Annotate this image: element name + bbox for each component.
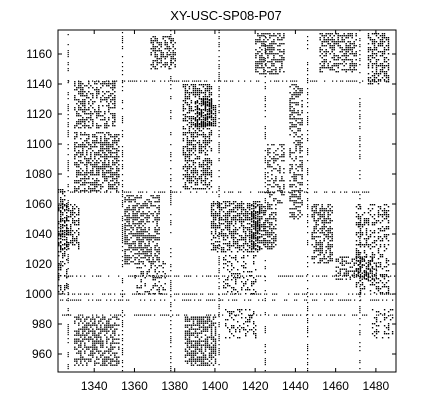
x-tick-label: 1420 [242, 379, 269, 393]
recurrence-block [74, 81, 116, 129]
recurrence-block [289, 84, 303, 220]
recurrence-line [359, 30, 361, 370]
recurrence-block [355, 204, 390, 294]
chart-title: XY-USC-SP08-P07 [170, 8, 282, 23]
recurrence-block [251, 204, 277, 250]
x-tick-label: 1480 [363, 379, 390, 393]
y-axis: 960 980 1000 1020 1040 1060 1080 1100 1120 1140 11… [25, 47, 396, 361]
x-tick-label: 1440 [282, 379, 309, 393]
recurrence-block [267, 144, 285, 204]
recurrence-line [121, 32, 124, 372]
x-axis: 1340 1360 1380 1400 1420 1440 1460 1480 [81, 30, 390, 393]
recurrence-block [134, 261, 166, 295]
recurrence-block [225, 309, 257, 339]
recurrence-block [311, 204, 333, 264]
recurrence-block [255, 33, 285, 75]
y-tick-label: 980 [32, 317, 52, 331]
y-tick-label: 960 [32, 347, 52, 361]
x-tick-label: 1380 [161, 379, 188, 393]
recurrence-block [210, 201, 261, 253]
recurrence-block [319, 33, 357, 73]
recurrence-line [68, 80, 388, 82]
x-tick-label: 1400 [202, 379, 229, 393]
y-tick-label: 1120 [26, 107, 52, 121]
recurrence-line [264, 36, 266, 372]
recurrence-block [371, 309, 394, 339]
recurrence-line [60, 299, 394, 301]
recurrence-block [74, 316, 120, 366]
recurrence-block [182, 84, 213, 190]
recurrence-line [60, 293, 394, 295]
y-tick-label: 1020 [25, 257, 52, 271]
y-tick-label: 1080 [25, 167, 52, 181]
axes-frame [57, 29, 397, 373]
recurrence-block [58, 189, 68, 295]
recurrence-line [58, 191, 370, 193]
recurrence-block [223, 255, 257, 295]
x-tick-label: 1460 [322, 379, 349, 393]
recurrence-line [307, 36, 309, 372]
recurrence-block [124, 195, 160, 265]
recurrence-line [67, 34, 69, 370]
recurrence-line [218, 30, 220, 366]
y-tick-label: 1140 [26, 77, 52, 91]
y-tick-label: 1160 [26, 47, 52, 61]
recurrence-block [335, 256, 377, 280]
y-tick-label: 1040 [25, 227, 52, 241]
recurrence-block [74, 132, 120, 192]
recurrence-block [150, 36, 176, 70]
recurrence-block [367, 33, 390, 85]
recurrence-line [170, 30, 172, 372]
recurrence-line [62, 314, 394, 316]
x-tick-label: 1360 [121, 379, 148, 393]
recurrence-block [194, 99, 217, 127]
y-tick-label: 1060 [25, 197, 52, 211]
plot-marks [58, 30, 396, 372]
recurrence-block [184, 316, 217, 366]
x-tick-label: 1340 [81, 379, 108, 393]
y-tick-label: 1100 [26, 137, 52, 151]
recurrence-block [58, 204, 80, 250]
y-tick-label: 1000 [25, 287, 52, 301]
